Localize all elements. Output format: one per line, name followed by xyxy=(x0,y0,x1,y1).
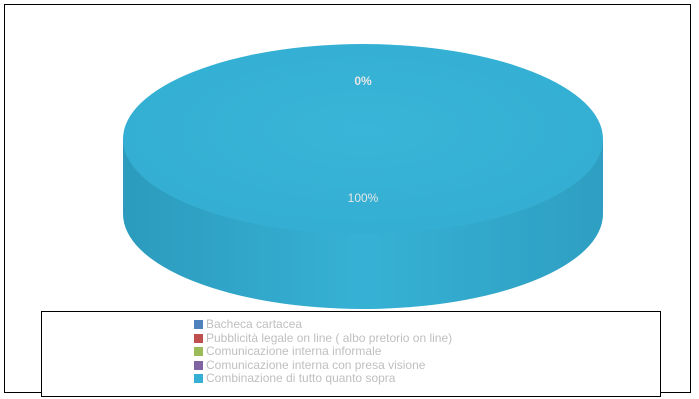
legend-swatch xyxy=(194,360,203,370)
legend: Bacheca cartacea Pubblicità legale on lin… xyxy=(41,311,661,397)
legend-label: Bacheca cartacea xyxy=(206,317,303,331)
legend-swatch xyxy=(194,374,203,384)
legend-list: Bacheca cartacea Pubblicità legale on lin… xyxy=(194,317,453,386)
pie-slice-combinazione xyxy=(123,44,603,234)
legend-item: Comunicazione interna con presa visione xyxy=(194,357,452,373)
legend-swatch xyxy=(194,320,203,330)
legend-item: Bacheca cartacea xyxy=(194,317,452,332)
legend-item: Combinazione di tutto quanto sopra xyxy=(194,371,452,386)
legend-item: Comunicazione interna informale xyxy=(194,344,452,359)
data-label-zero: 0% xyxy=(354,74,372,88)
legend-label: Pubblicità legale on line ( albo pretori… xyxy=(206,330,453,345)
legend-item: Pubblicità legale on line ( albo pretori… xyxy=(194,330,453,346)
legend-swatch xyxy=(194,347,203,357)
pie-chart: 0% 100% xyxy=(123,44,603,309)
legend-swatch xyxy=(194,333,203,343)
legend-label: Combinazione di tutto quanto sopra xyxy=(206,371,396,385)
legend-label: Comunicazione interna informale xyxy=(206,344,382,358)
data-label-hundred: 100% xyxy=(348,191,379,205)
chart-area: 0% 100% Bacheca cartacea Pubblicità legal… xyxy=(4,4,691,397)
legend-label: Comunicazione interna con presa visione xyxy=(206,357,426,372)
